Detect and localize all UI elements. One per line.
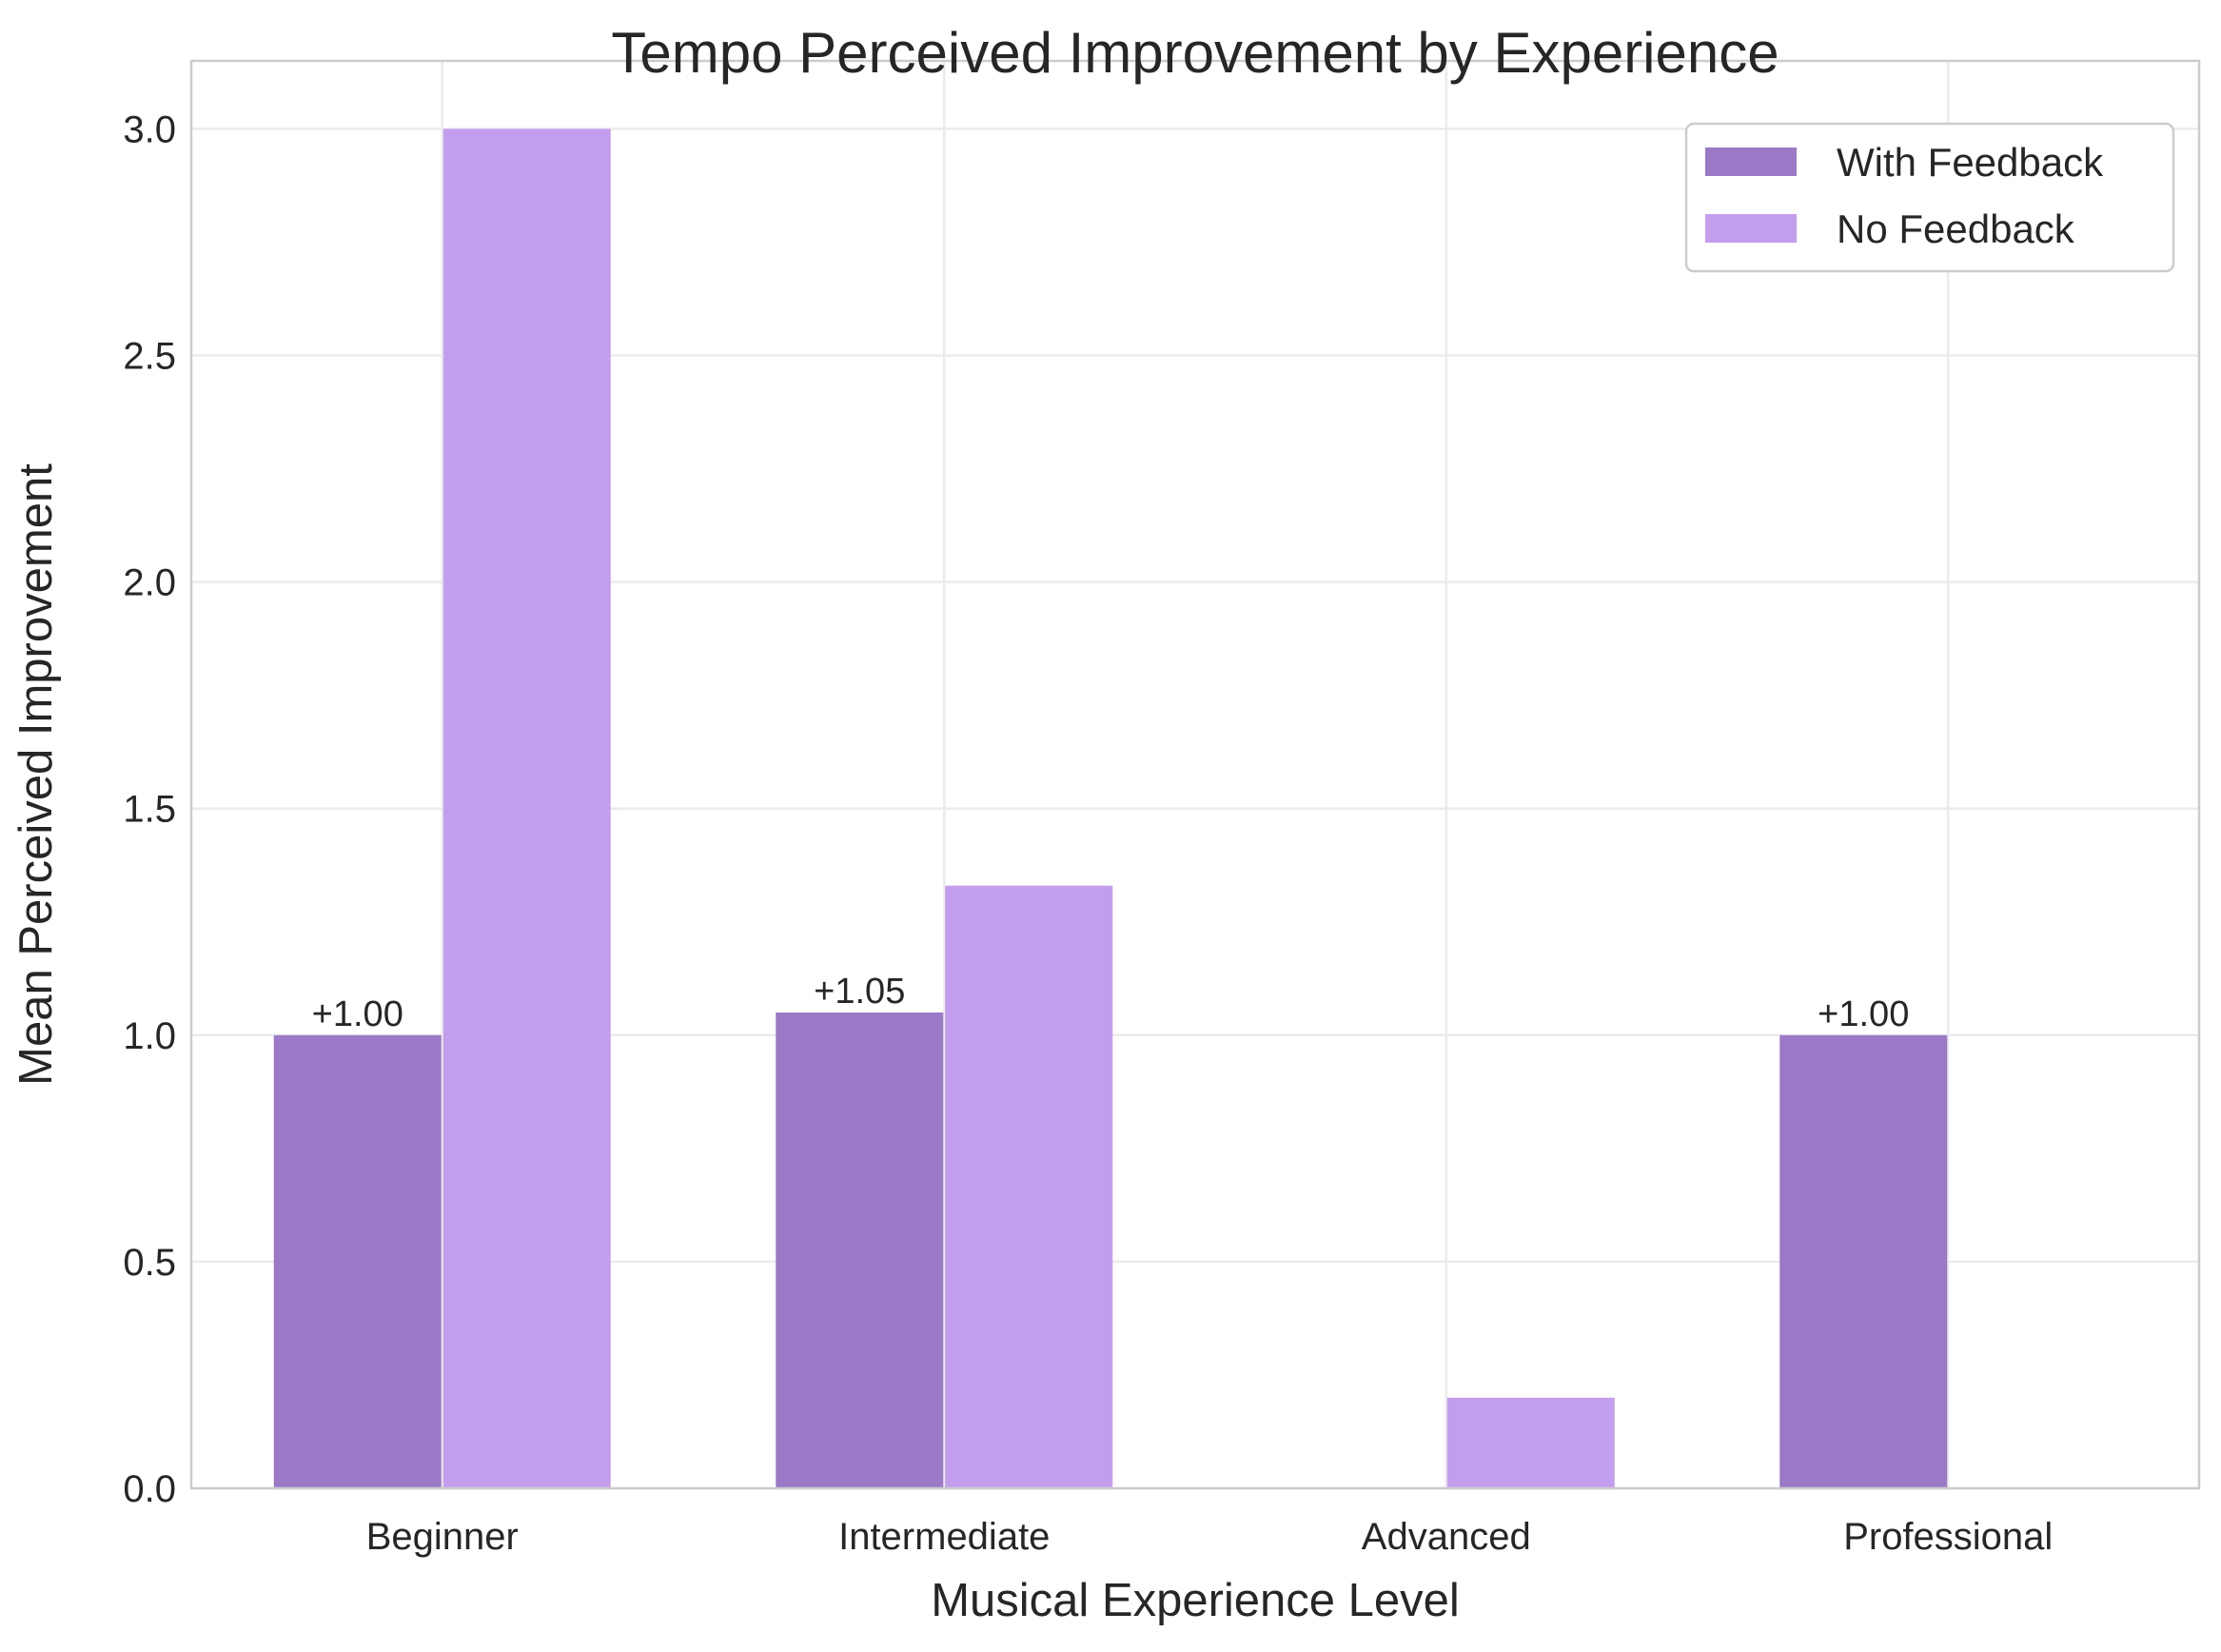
x-tick-labels: Beginner Intermediate Advanced Professional <box>366 1516 2054 1558</box>
bar-no-feedback-intermediate <box>945 885 1113 1488</box>
data-label-intermediate: +1.05 <box>814 972 905 1012</box>
legend-swatch-with-feedback <box>1705 148 1797 176</box>
y-tick-label: 1.0 <box>123 1015 176 1057</box>
y-tick-label: 3.0 <box>123 108 176 150</box>
x-tick-label-professional: Professional <box>1843 1516 2053 1558</box>
plot-frame <box>189 59 2201 1490</box>
y-tick-label: 2.5 <box>123 336 176 378</box>
x-tick-label-intermediate: Intermediate <box>838 1516 1050 1558</box>
legend-swatch-no-feedback <box>1705 214 1797 243</box>
y-tick-label: 1.5 <box>123 789 176 831</box>
bar-no-feedback-advanced <box>1446 1397 1615 1488</box>
legend: With Feedback No Feedback <box>1684 122 2175 273</box>
bar-with-feedback-intermediate <box>776 1013 944 1488</box>
y-tick-label: 0.0 <box>123 1468 176 1510</box>
y-tick-label: 2.0 <box>123 562 176 604</box>
x-axis-label: Musical Experience Level <box>931 1575 1460 1626</box>
y-tick-label: 0.5 <box>123 1242 176 1284</box>
data-label-professional: +1.00 <box>1818 994 1909 1034</box>
data-label-beginner: +1.00 <box>312 994 403 1034</box>
bar-with-feedback-beginner <box>273 1034 442 1488</box>
legend-label-with-feedback: With Feedback <box>1837 140 2104 185</box>
bar-with-feedback-professional <box>1779 1034 1948 1488</box>
legend-label-no-feedback: No Feedback <box>1837 206 2075 251</box>
y-tick-labels: 0.0 0.5 1.0 1.5 2.0 2.5 3.0 <box>123 108 176 1510</box>
y-axis-label: Mean Perceived Improvement <box>10 463 62 1086</box>
chart-title: Tempo Perceived Improvement by Experienc… <box>611 21 1779 85</box>
bar-no-feedback-beginner <box>442 128 611 1488</box>
x-tick-label-beginner: Beginner <box>366 1516 519 1558</box>
bars <box>273 128 1948 1488</box>
legend-box <box>1684 122 2175 273</box>
x-tick-label-advanced: Advanced <box>1362 1516 1531 1558</box>
data-labels: +1.00 +1.05 +1.00 <box>312 972 1910 1034</box>
